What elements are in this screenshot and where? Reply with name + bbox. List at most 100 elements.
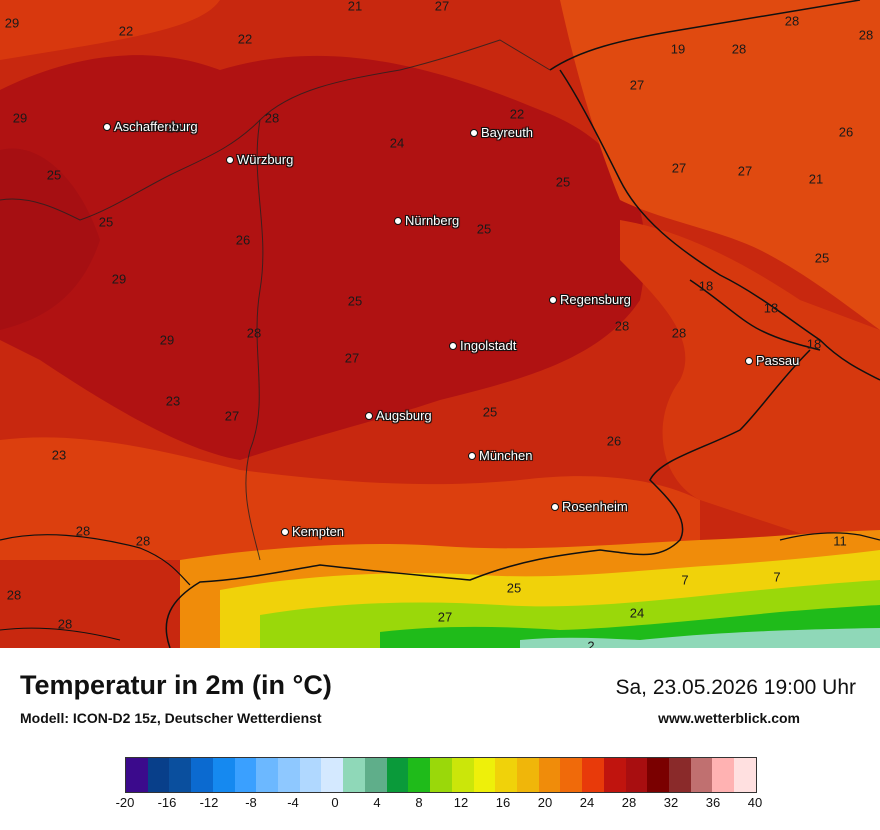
temp-label: 28 [264, 110, 280, 126]
temp-label: 22 [118, 23, 134, 39]
temp-label: 23 [51, 447, 67, 463]
temperature-map: Aschaffenburg Würzburg Bayreuth Nürnberg… [0, 0, 880, 648]
city-dot [470, 128, 478, 137]
temp-label: 23 [165, 393, 181, 409]
color-swatch [647, 758, 669, 792]
temp-label: 27 [224, 408, 240, 424]
city-ingolstadt: Ingolstadt [449, 338, 516, 353]
model-source: Modell: ICON-D2 15z, Deutscher Wetterdie… [20, 710, 322, 726]
color-swatch [451, 758, 474, 792]
color-swatch [321, 758, 344, 792]
temp-label: 28 [731, 41, 747, 57]
color-swatch [560, 758, 583, 792]
temp-label: 18 [763, 300, 779, 316]
temp-label: 28 [784, 13, 800, 29]
color-swatch [278, 758, 300, 792]
color-swatch [147, 758, 170, 792]
city-regensburg: Regensburg [549, 292, 631, 307]
city-dot [281, 527, 289, 536]
temp-label: 26 [606, 433, 622, 449]
temp-label: 22 [509, 106, 525, 122]
city-dot [365, 411, 373, 420]
temp-label: 25 [814, 250, 830, 266]
color-swatch [256, 758, 279, 792]
temp-label: 25 [555, 174, 571, 190]
city-wuerzburg: Würzburg [226, 152, 293, 167]
city-passau: Passau [745, 353, 799, 368]
color-swatch [582, 758, 604, 792]
color-swatch [364, 758, 387, 792]
temp-label: 27 [434, 0, 450, 14]
city-muenchen: München [468, 448, 532, 463]
color-scale-tick: -4 [287, 795, 299, 810]
color-scale-tick: 12 [453, 795, 469, 810]
color-scale-tick: 4 [373, 795, 381, 810]
color-scale-tick: 0 [331, 795, 339, 810]
city-aschaffenburg: Aschaffenburg [103, 119, 198, 134]
temp-label: 22 [237, 31, 253, 47]
city-nuernberg: Nürnberg [394, 213, 459, 228]
color-scale-ticks: -20 -16 -12 -8 -4 0 4 8 12 16 20 24 28 32 36 40 [116, 795, 763, 815]
color-swatch [668, 758, 691, 792]
color-scale-tick: 24 [579, 795, 595, 810]
temp-label: 27 [671, 160, 687, 176]
city-dot [103, 122, 111, 131]
temp-label: 19 [670, 41, 686, 57]
city-label: Passau [756, 353, 800, 368]
color-swatch [126, 758, 148, 792]
city-dot [449, 341, 457, 350]
color-scale-tick: 40 [747, 795, 763, 810]
color-swatch [495, 758, 517, 792]
temp-label: 18 [698, 278, 714, 294]
temp-label: 21 [347, 0, 363, 14]
color-scale-tick: 16 [495, 795, 511, 810]
color-scale-tick: -12 [199, 795, 219, 810]
color-swatch [690, 758, 713, 792]
color-swatch [603, 758, 626, 792]
color-swatch [408, 758, 431, 792]
city-dot [226, 155, 234, 164]
color-scale-tick: -8 [245, 795, 257, 810]
color-swatch [212, 758, 235, 792]
temp-label: 11 [833, 533, 847, 549]
temp-label: 24 [389, 135, 405, 151]
temp-label: 29 [159, 332, 175, 348]
temp-label: 28 [57, 616, 73, 632]
color-swatch [538, 758, 561, 792]
color-scale-tick: -20 [115, 795, 135, 810]
color-swatch [299, 758, 322, 792]
temp-label: 26 [235, 232, 251, 248]
color-scale-tick: 8 [415, 795, 423, 810]
temp-label: 28 [135, 533, 151, 549]
color-scale [125, 757, 757, 793]
map-title: Temperatur in 2m (in °C) [20, 670, 332, 700]
city-kempten: Kempten [281, 524, 344, 539]
city-label: Regensburg [560, 292, 631, 307]
color-swatch [430, 758, 452, 792]
temp-label: 27 [437, 609, 453, 625]
temp-label: 7 [773, 569, 781, 585]
color-swatch [386, 758, 409, 792]
city-label: Rosenheim [562, 499, 628, 514]
city-dot [745, 356, 753, 365]
city-dot [394, 216, 402, 225]
city-label: Würzburg [237, 152, 294, 167]
legend-footer: Temperatur in 2m (in °C) Modell: ICON-D2… [0, 648, 880, 830]
city-label: München [479, 448, 533, 463]
color-swatch [191, 758, 213, 792]
temp-label: 25 [347, 293, 363, 309]
temp-label: 21 [808, 171, 824, 187]
city-augsburg: Augsburg [365, 408, 432, 423]
color-scale-tick: -16 [157, 795, 177, 810]
color-swatch [169, 758, 192, 792]
city-label: Ingolstadt [460, 338, 517, 353]
color-swatch [712, 758, 735, 792]
city-dot [549, 295, 557, 304]
color-scale-tick: 28 [621, 795, 637, 810]
city-label: Kempten [292, 524, 345, 539]
temp-label: 28 [614, 318, 630, 334]
temp-label: 28 [75, 523, 91, 539]
forecast-datetime: Sa, 23.05.2026 19:00 Uhr [615, 676, 856, 699]
temp-label: 18 [806, 336, 822, 352]
color-scale-tick: 36 [705, 795, 721, 810]
